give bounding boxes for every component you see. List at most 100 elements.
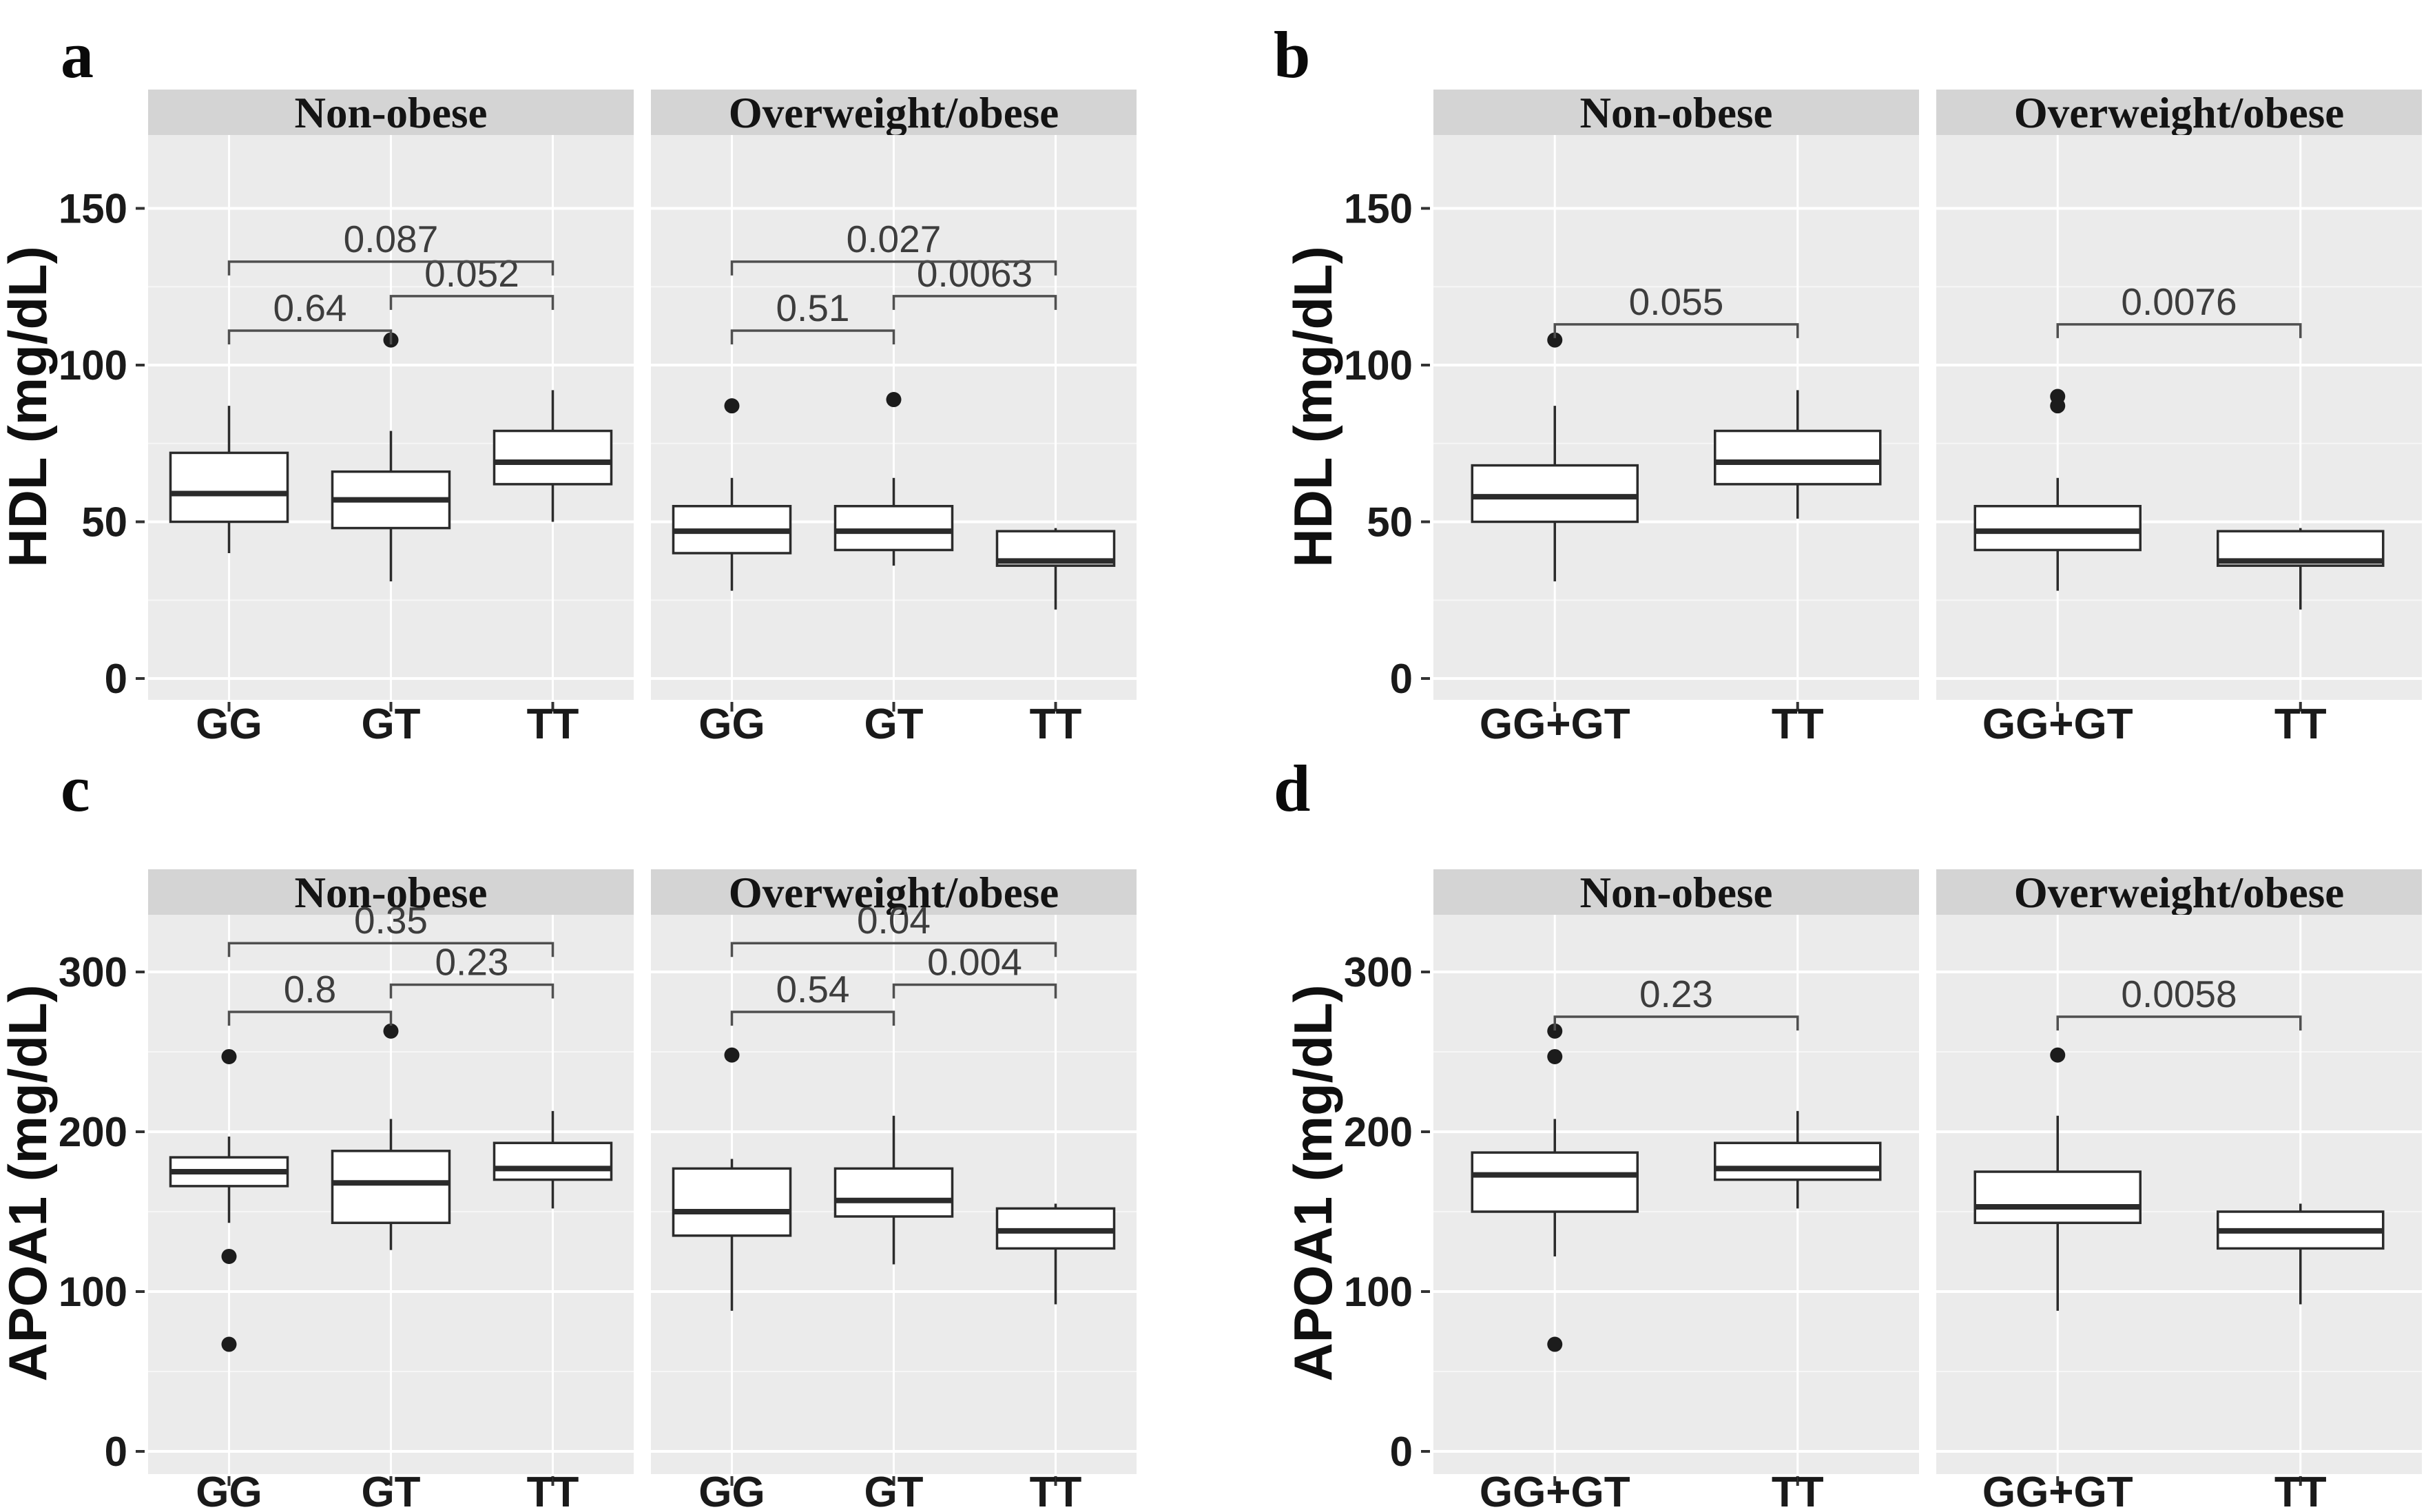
x-tick-label: GG+GT [1480, 1469, 1630, 1511]
y-tick-label: 300 [1344, 949, 1413, 995]
x-tick-label: GT [864, 1469, 923, 1511]
boxplot-GG-GT [1973, 1047, 2142, 1311]
x-tick-label: GG+GT [1982, 701, 2133, 748]
box-iqr [331, 1150, 451, 1224]
bracket-line [227, 942, 554, 957]
significance-bracket: 0.35 [227, 899, 554, 957]
significance-bracket: 0.54 [730, 968, 895, 1026]
x-tick-label: GG [698, 701, 765, 748]
y-tick-label: 100 [59, 1269, 127, 1315]
p-value-label: 0.23 [1639, 973, 1713, 1015]
bracket-line [227, 1011, 393, 1026]
x-tick-label: GG [196, 701, 262, 748]
facet-overweight-obese: Overweight/obese GG+GT TT 0.0076 [1936, 89, 2422, 748]
box-iqr [1471, 1151, 1639, 1213]
facet-strip [148, 90, 634, 135]
facet-plot-background [1936, 135, 2422, 700]
boxplot-TT [2217, 528, 2385, 610]
facet-plot-background [1433, 135, 1919, 700]
panel-c: c APOA1 (mg/dL) 0 100 200 300 Non-obese GG GT TT 0… [0, 756, 1137, 1511]
boxplot-TT [1714, 390, 1882, 519]
outlier-point [724, 398, 740, 414]
boxplot-GG-GT [1471, 332, 1639, 581]
bracket-line [2056, 323, 2302, 338]
boxplot-GG-GT [1471, 1023, 1639, 1352]
bracket-line [892, 295, 1057, 310]
x-tick-label: TT [1030, 701, 1082, 748]
outlier-point [221, 1048, 237, 1064]
facet-strip [1433, 869, 1919, 915]
p-value-label: 0.0058 [2121, 973, 2237, 1015]
panel-letter-d: d [1274, 756, 1310, 825]
boxplot-TT [1714, 1110, 1882, 1209]
x-tick-label: TT [527, 1469, 579, 1511]
boxplot-GT [833, 1115, 954, 1265]
significance-bracket: 0.027 [730, 218, 1057, 276]
panel-letter-c: c [61, 756, 90, 825]
facet-strip [651, 869, 1137, 915]
facet-overweight-obese: Overweight/obese GG+GT TT 0.0058 [1936, 869, 2422, 1511]
p-value-label: 0.004 [927, 941, 1022, 984]
outlier-point [1547, 1336, 1563, 1352]
boxplot-GG-GT [1973, 389, 2142, 591]
bracket-line [2056, 1015, 2302, 1031]
bracket-line [389, 295, 554, 310]
x-tick-label: GG [698, 1469, 765, 1511]
box-iqr [493, 1141, 613, 1181]
y-tick-label: 200 [1344, 1109, 1413, 1155]
box-iqr [1714, 429, 1882, 486]
box-iqr [1714, 1141, 1882, 1181]
outlier-point [2050, 1047, 2066, 1063]
facet-strip [1433, 90, 1919, 135]
bracket-line [389, 983, 554, 999]
significance-bracket: 0.64 [227, 287, 393, 344]
box-iqr [1973, 505, 2142, 552]
x-tick-label: GT [361, 1469, 420, 1511]
x-tick-label: TT [1772, 701, 1824, 748]
bracket-line [227, 329, 393, 344]
p-value-label: 0.027 [847, 218, 942, 260]
y-tick-label: 100 [1344, 342, 1413, 389]
facet-strip [651, 90, 1137, 135]
x-tick-label: GG [196, 1469, 262, 1511]
significance-bracket: 0.0076 [2056, 280, 2302, 338]
box-iqr [833, 505, 954, 552]
y-tick-label: 100 [59, 342, 127, 389]
facet-non-obese: Non-obese GG+GT TT 0.23 [1433, 869, 1919, 1511]
y-tick-label: 50 [81, 499, 127, 546]
p-value-label: 0.055 [1629, 280, 1724, 323]
p-value-label: 0.087 [344, 218, 439, 260]
boxplot-TT [493, 390, 613, 522]
x-tick-label: GT [361, 701, 420, 748]
box-iqr [672, 1167, 792, 1237]
y-tick-label: 200 [59, 1109, 127, 1155]
bracket-line [730, 260, 1057, 276]
significance-bracket: 0.055 [1553, 280, 1799, 338]
p-value-label: 0.51 [776, 287, 849, 329]
p-value-label: 0.052 [424, 252, 519, 295]
y-tick-label: 150 [59, 186, 127, 232]
panel-letter-b: b [1274, 18, 1310, 92]
box-iqr [1471, 464, 1639, 524]
boxplot-GG [672, 398, 792, 591]
outlier-point [221, 1248, 237, 1264]
p-value-label: 0.8 [284, 968, 336, 1011]
y-tick-label: 300 [59, 949, 127, 995]
y-axis-title: HDL (mg/dL) [0, 246, 58, 567]
bracket-line [892, 983, 1057, 999]
facet-strip-title: Non-obese [1580, 869, 1773, 917]
facet-strip [1936, 90, 2422, 135]
outlier-point [221, 1336, 237, 1352]
facet-non-obese: Non-obese GG+GT TT 0.055 [1433, 89, 1919, 748]
p-value-label: 0.0076 [2121, 280, 2237, 323]
boxplot-TT [493, 1110, 613, 1209]
x-tick-label: GG+GT [1982, 1469, 2133, 1511]
facet-strip [148, 869, 634, 915]
bracket-line [1553, 1015, 1799, 1031]
facet-strip [1936, 869, 2422, 915]
box-iqr [833, 1167, 954, 1218]
boxplot-TT [995, 1203, 1116, 1305]
significance-bracket: 0.04 [730, 899, 1057, 957]
